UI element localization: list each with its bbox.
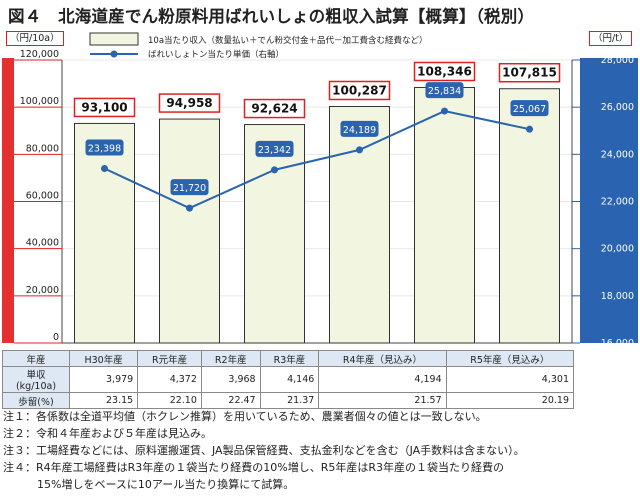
line-value-label: 23,398 [88,144,121,155]
bar-value-label: 94,958 [166,96,212,110]
bar [329,105,390,344]
left-axis-bar [2,58,14,343]
note-4-continued: 15%増しをベースに10アール当たり換算にて試算。 [37,478,295,491]
legend-bar-swatch [89,32,139,46]
right-tick-label: 24,000 [601,149,634,160]
table-header-cell: R5年産（見込み） [445,350,575,367]
line-value-label: 25,067 [513,104,546,115]
line-value-label: 24,189 [343,125,376,136]
table-row: 歩留(%) 23.15 22.10 22.47 21.37 21.57 20.1… [2,392,575,409]
price-line [104,110,530,210]
line-label-box [425,82,464,99]
bar-value-label: 107,815 [502,66,557,80]
table-cell: 4,372 [137,366,202,393]
table-row-label: 歩留(%) [2,392,70,409]
table-header-cell: H30年産 [68,350,139,367]
bar [159,118,220,344]
table-cell: 23.15 [68,392,139,409]
line-point [101,165,108,173]
table-cell: 3,979 [68,366,139,393]
left-axis-unit: （円/10a） [6,31,64,46]
notes: 注１：各係数は全道平均値（ホクレン推算）を用いているため、農業者個々の値とは一致… [3,408,525,493]
right-axis-bar [580,58,638,343]
table-cell: 4,301 [445,366,575,393]
line-label-box [170,179,209,196]
right-tick-label: 18,000 [601,291,634,302]
note-4: 注４：R4年産工場経費はR3年産の１袋当たり経費の10%増し、R5年産はR3年産… [3,461,505,474]
line-label-box [85,139,124,156]
bar-value-label: 93,100 [81,100,127,114]
bar-label-box [243,98,306,119]
table-row-label: 単収(kg/10a) [2,366,70,393]
table-header-cell: R3年産 [259,350,320,367]
data-table: 年産 H30年産 R元年産 R2年産 R3年産 R4年産（見込み） R5年産（見… [2,350,575,409]
note-2: 注２：令和４年産および５年産は見込み。 [3,427,212,440]
bar-label-box [498,62,561,83]
bar-label-box [413,61,476,82]
note-1: 注１：各係数は全道平均値（ホクレン推算）を用いているため、農業者個々の値とは一致… [3,410,487,423]
left-tick-label: 120,000 [20,49,59,60]
table-header-cell: R元年産 [137,350,202,367]
line-label-box [340,120,379,137]
table-cell: 4,194 [318,366,447,393]
table-cell: 20.19 [445,392,575,409]
left-tick-label: 20,000 [26,285,59,296]
line-value-label: 25,834 [428,86,461,97]
line-value-label: 23,342 [258,145,291,156]
left-tick-label: 100,000 [20,96,59,107]
table-cell: 22.10 [137,392,202,409]
note-3: 注３：工場経費などには、原料運搬運賃、JA製品保管経費、支払金利などを含む（JA… [3,444,525,457]
left-tick-label: 40,000 [26,238,59,249]
right-tick-label: 16,000 [601,338,634,349]
line-value-label: 21,720 [173,183,206,194]
right-tick-label: 22,000 [601,197,634,208]
left-tick-label: 0 [53,332,59,343]
bar-label-box [73,97,136,118]
bar [244,124,305,344]
table-cell: 3,968 [200,366,261,393]
bar [74,122,135,344]
table-header-cell: 年産 [2,350,70,367]
table-header-cell: R2年産 [200,350,261,367]
chart: 0 20,000 40,000 60,000 80,000 100,000 120,000 1… [2,32,638,349]
table-header-row: 年産 H30年産 R元年産 R2年産 R3年産 R4年産（見込み） R5年産（見… [2,350,575,367]
right-axis-unit: （円/t） [589,31,633,46]
bar-value-label: 92,624 [251,102,297,116]
right-tick-label: 20,000 [601,244,634,255]
line-point [271,166,278,174]
page-title: 図４ 北海道産でん粉原料用ばれいしょの粗収入試算【概算】（税別） [8,7,535,26]
table-cell: 22.47 [200,392,261,409]
legend-line-label: ばれいしょトン当たり単価（右軸） [148,49,284,60]
table-row: 単収(kg/10a) 3,979 4,372 3,968 4,146 4,194… [2,366,575,393]
bar [414,86,475,344]
bar-value-label: 100,287 [332,83,387,97]
left-tick-label: 80,000 [26,143,59,154]
right-tick-label: 28,000 [601,55,634,66]
line-label-box [255,140,294,157]
line-label-box [510,100,549,117]
table-header-cell: R4年産（見込み） [318,350,447,367]
bar-value-label: 108,346 [417,64,472,78]
bar-label-box [158,93,221,113]
line-point [186,204,193,212]
line-point [526,125,533,133]
legend-bar-label: 10a当たり収入（数量払い＋でん粉交付金＋品代－加工費含む経費など） [148,35,428,46]
table-cell: 4,146 [259,366,320,393]
line-point [356,146,363,154]
right-tick-label: 26,000 [601,102,634,113]
table-cell: 21.37 [259,392,320,409]
legend-line-marker [110,50,118,58]
left-tick-label: 60,000 [26,191,59,202]
table-cell: 21.57 [318,392,447,409]
line-point [441,107,448,115]
bar-label-box [328,80,391,101]
